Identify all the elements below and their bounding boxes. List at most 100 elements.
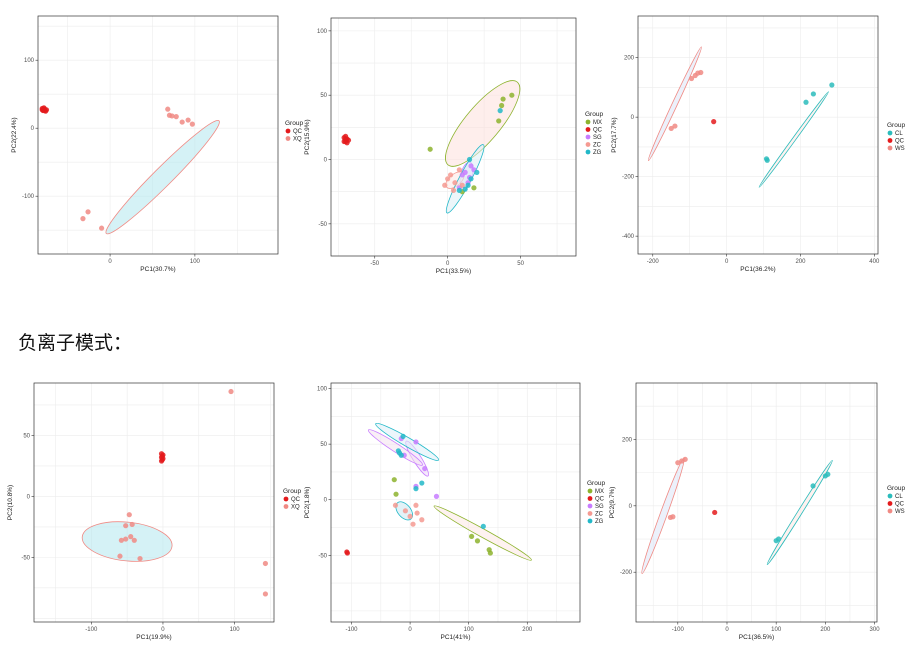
data-point-xq (179, 119, 185, 125)
data-point-mx (499, 102, 505, 109)
panel-border (330, 17, 577, 257)
x-tick-label: -100 (345, 627, 358, 633)
data-point-qc (342, 136, 349, 142)
data-point-ws (675, 460, 681, 466)
data-point-mx (393, 491, 399, 497)
data-point-xq (129, 521, 135, 528)
data-point-zc (450, 187, 457, 193)
y-axis-label: PC2(9.7%) (609, 487, 616, 519)
data-point-zc (452, 180, 458, 186)
legend-label-ws: WS (895, 146, 905, 152)
data-point-qc (711, 119, 717, 125)
legend-label-cl: CL (895, 131, 903, 137)
data-point-zg (474, 169, 480, 175)
data-point-xq (85, 209, 91, 215)
legend-label-qc: QC (293, 129, 303, 135)
data-point-zc (419, 517, 425, 523)
x-tick-label: -50 (370, 261, 379, 267)
data-point-zg (396, 450, 403, 456)
legend-label-qc: QC (895, 139, 905, 145)
data-point-sg (462, 169, 468, 175)
panel-2: -200 0 200 400 -400 -200 0 200 PC1(36.2%) PC2(17.… (611, 15, 905, 273)
x-tick-label: 50 (517, 261, 524, 267)
data-point-mx (496, 118, 502, 124)
data-point-ws (668, 125, 674, 132)
legend-label-mx: MX (595, 489, 604, 495)
legend-swatch-qc (887, 138, 893, 143)
data-point-cl (803, 99, 809, 105)
y-tick-label: -50 (21, 555, 30, 561)
data-point-ws (672, 123, 678, 129)
y-tick-label: 0 (27, 494, 31, 500)
legend-title: Group (585, 111, 603, 118)
legend-label-xq: XQ (293, 137, 302, 143)
x-axis-label: PC1(30.7%) (140, 266, 175, 273)
x-tick-label: 300 (870, 627, 881, 633)
data-point-xq (137, 555, 143, 562)
y-tick-label: -400 (622, 234, 635, 240)
y-tick-label: -50 (318, 553, 327, 559)
legend-swatch-qc (887, 501, 893, 506)
legend-label-zc: ZC (595, 512, 604, 518)
data-point-mx (500, 96, 506, 102)
data-point-zc (410, 521, 416, 527)
panel-border (330, 382, 581, 623)
x-tick-label: 100 (190, 259, 201, 265)
y-axis-label: PC2(1.8%) (304, 487, 311, 519)
legend-swatch-xq (283, 504, 289, 509)
panel-0: 0 100 -100 0 100 PC1(30.7%) PC2(22.4%) Group QC X… (11, 15, 303, 273)
legend-label-ws: WS (895, 509, 905, 515)
legend-label-sg: SG (595, 504, 604, 510)
legend-swatch-qc (285, 128, 291, 134)
y-axis-label: PC2(10.8%) (7, 485, 14, 520)
x-tick-label: -200 (647, 259, 660, 265)
data-point-xq (123, 523, 129, 529)
legend-label-qc: QC (595, 497, 605, 503)
data-point-cl (776, 536, 782, 542)
legend-title: Group (887, 485, 905, 492)
panel-border (635, 382, 878, 623)
legend-label-sg: SG (593, 135, 602, 141)
data-point-zg (419, 480, 425, 486)
y-tick-label: 0 (629, 504, 633, 510)
y-axis-label: PC2(15.9%) (304, 119, 311, 154)
data-point-ws (698, 69, 704, 76)
data-point-zg (400, 433, 406, 439)
data-point-zc (414, 510, 420, 516)
legend-swatch-cl (887, 130, 893, 136)
data-point-xq (117, 553, 123, 559)
negative-ion-mode-heading: 负离子模式： (18, 332, 133, 354)
data-point-qc (158, 454, 165, 460)
legend-swatch-qc (585, 127, 591, 132)
y-axis-label: PC2(22.4%) (11, 117, 18, 152)
legend-title: Group (587, 480, 605, 487)
data-point-zc (413, 502, 419, 508)
data-point-mx (469, 533, 475, 540)
data-point-xq (262, 560, 269, 567)
data-point-xq (118, 537, 125, 543)
legend-swatch-qc (283, 496, 289, 502)
legend-swatch-zc (587, 511, 593, 516)
legend-title: Group (285, 120, 303, 127)
x-tick-label: 200 (795, 259, 806, 265)
data-point-zc (407, 513, 413, 519)
panel-border (37, 15, 279, 255)
plot-area (638, 16, 878, 254)
legend-swatch-sg (587, 503, 593, 509)
data-point-zg (468, 176, 474, 182)
y-tick-label: 100 (24, 58, 35, 64)
x-tick-label: 200 (820, 627, 831, 633)
legend-swatch-ws (887, 508, 893, 514)
y-tick-label: 200 (622, 437, 633, 443)
legend-swatch-zg (587, 518, 593, 524)
x-axis-label: PC1(19.9%) (136, 634, 171, 641)
panel-4: -100 0 100 200-50050100PC1(41%)PC2(1.8%)Gro… (304, 382, 605, 641)
data-point-ws (670, 514, 676, 520)
y-tick-label: 50 (320, 442, 327, 448)
data-point-xq (80, 216, 86, 222)
x-tick-label: 100 (771, 627, 782, 633)
data-point-zc (392, 502, 399, 508)
